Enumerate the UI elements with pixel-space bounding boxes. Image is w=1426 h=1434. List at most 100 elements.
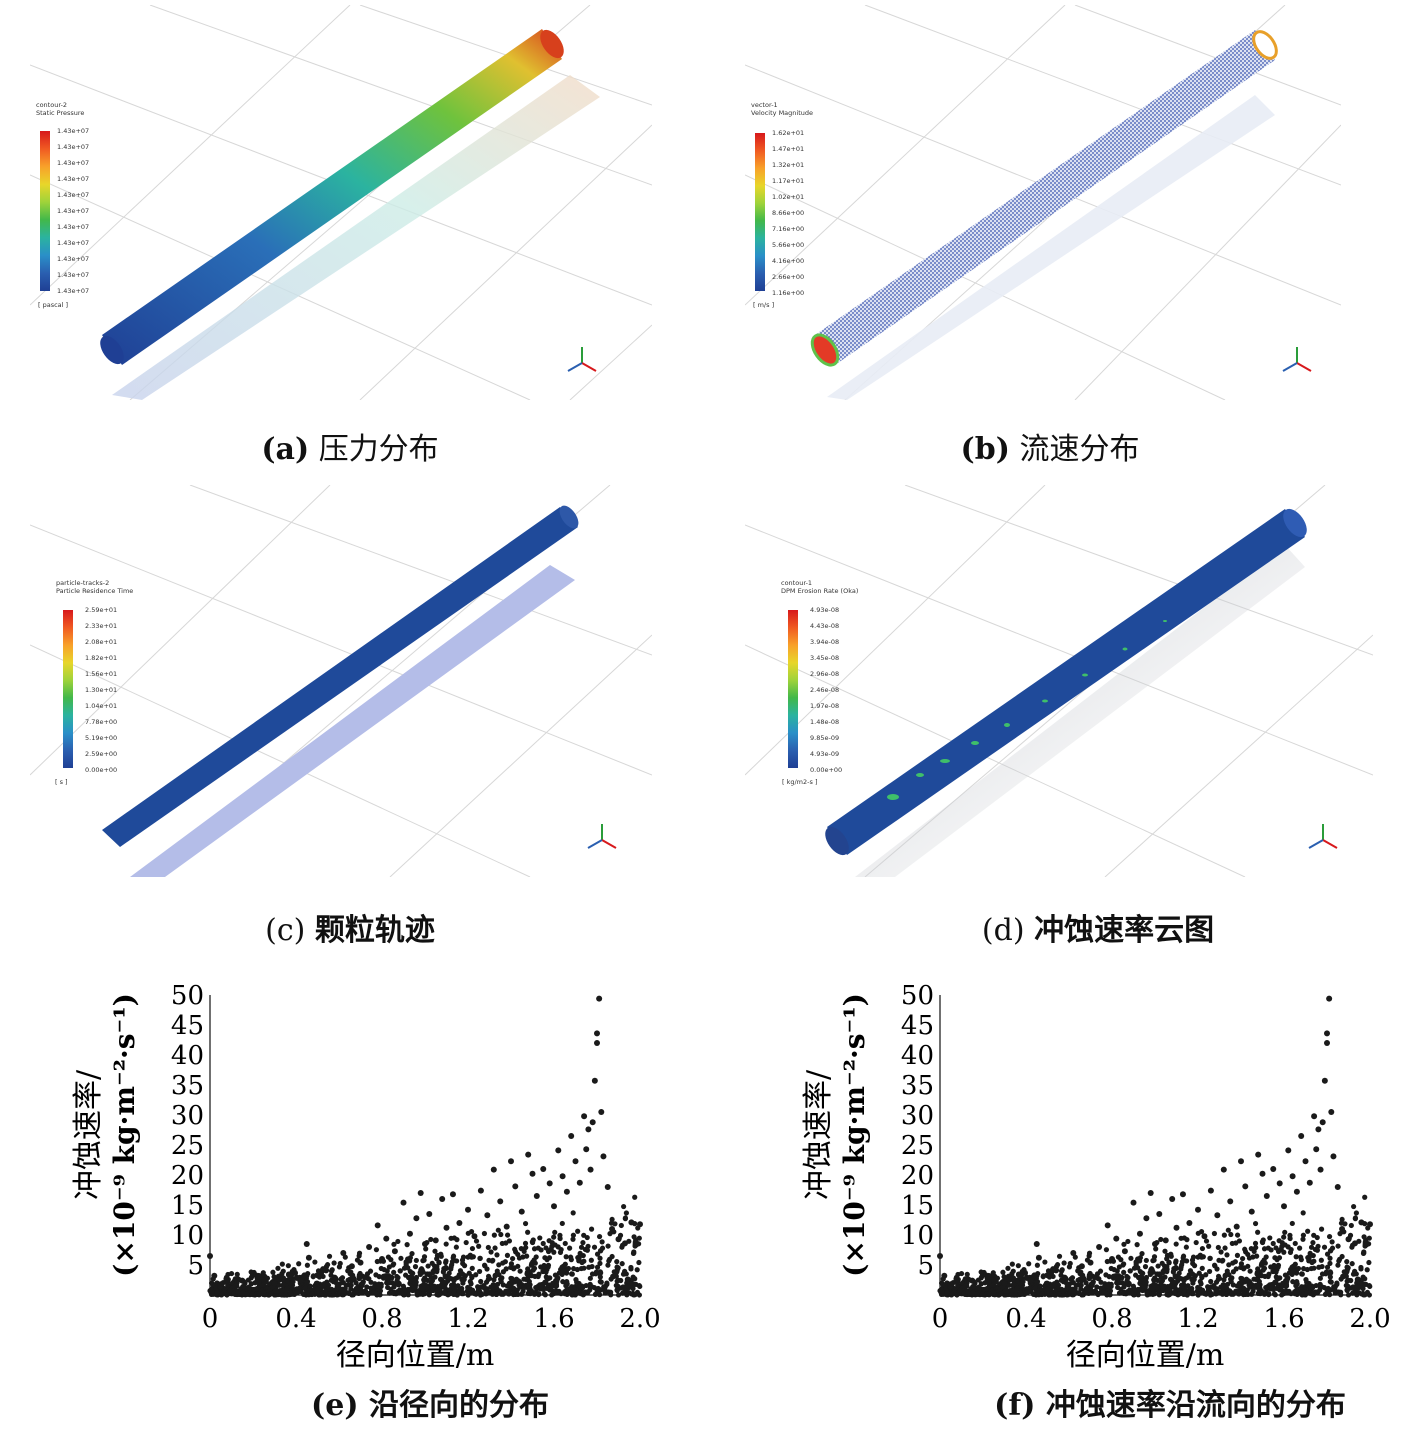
scatter-point: [1067, 1260, 1073, 1267]
scatter-point: [1279, 1292, 1285, 1298]
scatter-point: [1239, 1276, 1245, 1282]
scatter-point: [618, 1222, 624, 1229]
scatter-point: [1137, 1269, 1143, 1275]
scatter-point: [476, 1268, 483, 1275]
scatter-point: [1009, 1261, 1015, 1267]
scatter-point: [545, 1262, 552, 1268]
scatter-point: [428, 1236, 434, 1243]
scatter-point: [575, 1290, 581, 1296]
scatter-point: [336, 1281, 343, 1287]
scatter-point: [1117, 1280, 1123, 1286]
scatter-point: [494, 1252, 500, 1258]
legend-tick: 7.78e+00: [85, 718, 118, 726]
scatter-point: [275, 1265, 281, 1271]
scatter-point: [1183, 1244, 1189, 1250]
scatter-point: [1228, 1231, 1234, 1238]
scatter-point: [580, 1240, 586, 1246]
scatter-point: [1164, 1252, 1171, 1259]
scatter-point: [1202, 1291, 1208, 1297]
scatter-point: [1268, 1285, 1274, 1291]
scatter-point: [536, 1290, 542, 1297]
scatter-point: [551, 1234, 557, 1240]
scatter-point: [1137, 1255, 1143, 1261]
scatter-point: [1287, 1235, 1293, 1242]
scatter-point: [1177, 1275, 1183, 1281]
scatter-point: [279, 1282, 286, 1289]
scatter-point: [564, 1278, 570, 1285]
scatter-points: [207, 995, 643, 1298]
scatter-point: [492, 1283, 498, 1289]
scatter-point: [262, 1278, 269, 1285]
legend-tick: 1.97e-08: [810, 702, 840, 710]
scatter-point: [451, 1277, 457, 1284]
scatter-point: [385, 1254, 391, 1260]
scatter-point: [288, 1271, 295, 1277]
legend-title: contour-2: [36, 101, 68, 109]
scatter-point: [405, 1292, 411, 1298]
scatter-point: [588, 1226, 595, 1232]
scatter-point: [1170, 1279, 1177, 1285]
scatter-point: [1327, 1274, 1333, 1280]
scatter-point: [1151, 1257, 1157, 1263]
scatter-point: [1116, 1290, 1123, 1296]
scatter-point: [430, 1285, 436, 1291]
scatter-point: [314, 1272, 321, 1279]
scatter-point: [1156, 1211, 1163, 1217]
scatter-point: [622, 1215, 629, 1221]
scatter-point: [1134, 1242, 1140, 1248]
scatter-point: [413, 1215, 420, 1222]
scatter-point: [1343, 1282, 1349, 1289]
scatter-point: [1345, 1292, 1352, 1298]
x-tick-label: 1.6: [533, 1304, 574, 1334]
scatter-point: [504, 1232, 511, 1238]
scatter-point: [1198, 1281, 1204, 1287]
scatter-point: [589, 1271, 596, 1277]
scatter-point: [347, 1276, 353, 1282]
scatter-point: [1318, 1226, 1325, 1232]
scatter-point: [493, 1291, 499, 1297]
scatter-point: [1228, 1291, 1234, 1297]
scatter-point: [1214, 1266, 1220, 1272]
scatter-point: [1143, 1215, 1150, 1222]
pipe-outlet: [1252, 30, 1278, 60]
scatter-point: [1242, 1183, 1249, 1190]
scatter-point: [1321, 1244, 1328, 1250]
scatter-point: [1352, 1287, 1358, 1293]
scatter-point: [331, 1260, 337, 1266]
scatter-point: [554, 1276, 561, 1282]
scatter-point: [1044, 1272, 1051, 1279]
color-bar: [40, 131, 50, 291]
scatter-point: [407, 1269, 413, 1275]
scatter-point: [1281, 1234, 1287, 1240]
scatter-point: [374, 1258, 380, 1265]
scatter-point: [1136, 1287, 1142, 1293]
scatter-point: [515, 1291, 521, 1298]
scatter-point: [1224, 1252, 1230, 1258]
scatter-point: [1290, 1263, 1297, 1269]
scatter-point: [1002, 1288, 1009, 1294]
scatter-point: [1184, 1258, 1190, 1264]
scatter-point: [954, 1279, 961, 1286]
scatter-point: [481, 1230, 488, 1237]
scatter-point: [1308, 1265, 1314, 1272]
scatter-point: [261, 1290, 267, 1296]
scatter-point: [395, 1238, 401, 1245]
scatter-point: [1275, 1262, 1282, 1268]
scatter-point: [484, 1287, 490, 1294]
scatter-point: [1278, 1284, 1284, 1290]
scatter-point: [541, 1262, 547, 1269]
scatter-point: [234, 1271, 240, 1277]
scatter-point: [1160, 1285, 1166, 1291]
scatter-point: [348, 1263, 355, 1270]
panel-b-scene: [745, 5, 1341, 400]
legend-tick: 1.43e+07: [57, 255, 90, 263]
scatter-point: [1199, 1265, 1205, 1271]
legend-tick: 2.33e+01: [85, 622, 118, 630]
scatter-point: [379, 1256, 385, 1262]
scatter-point: [596, 1290, 602, 1296]
legend-tick: 1.43e+07: [57, 143, 90, 151]
scatter-point: [1304, 1266, 1310, 1273]
color-bar: [63, 610, 73, 768]
scatter-point: [528, 1290, 534, 1296]
